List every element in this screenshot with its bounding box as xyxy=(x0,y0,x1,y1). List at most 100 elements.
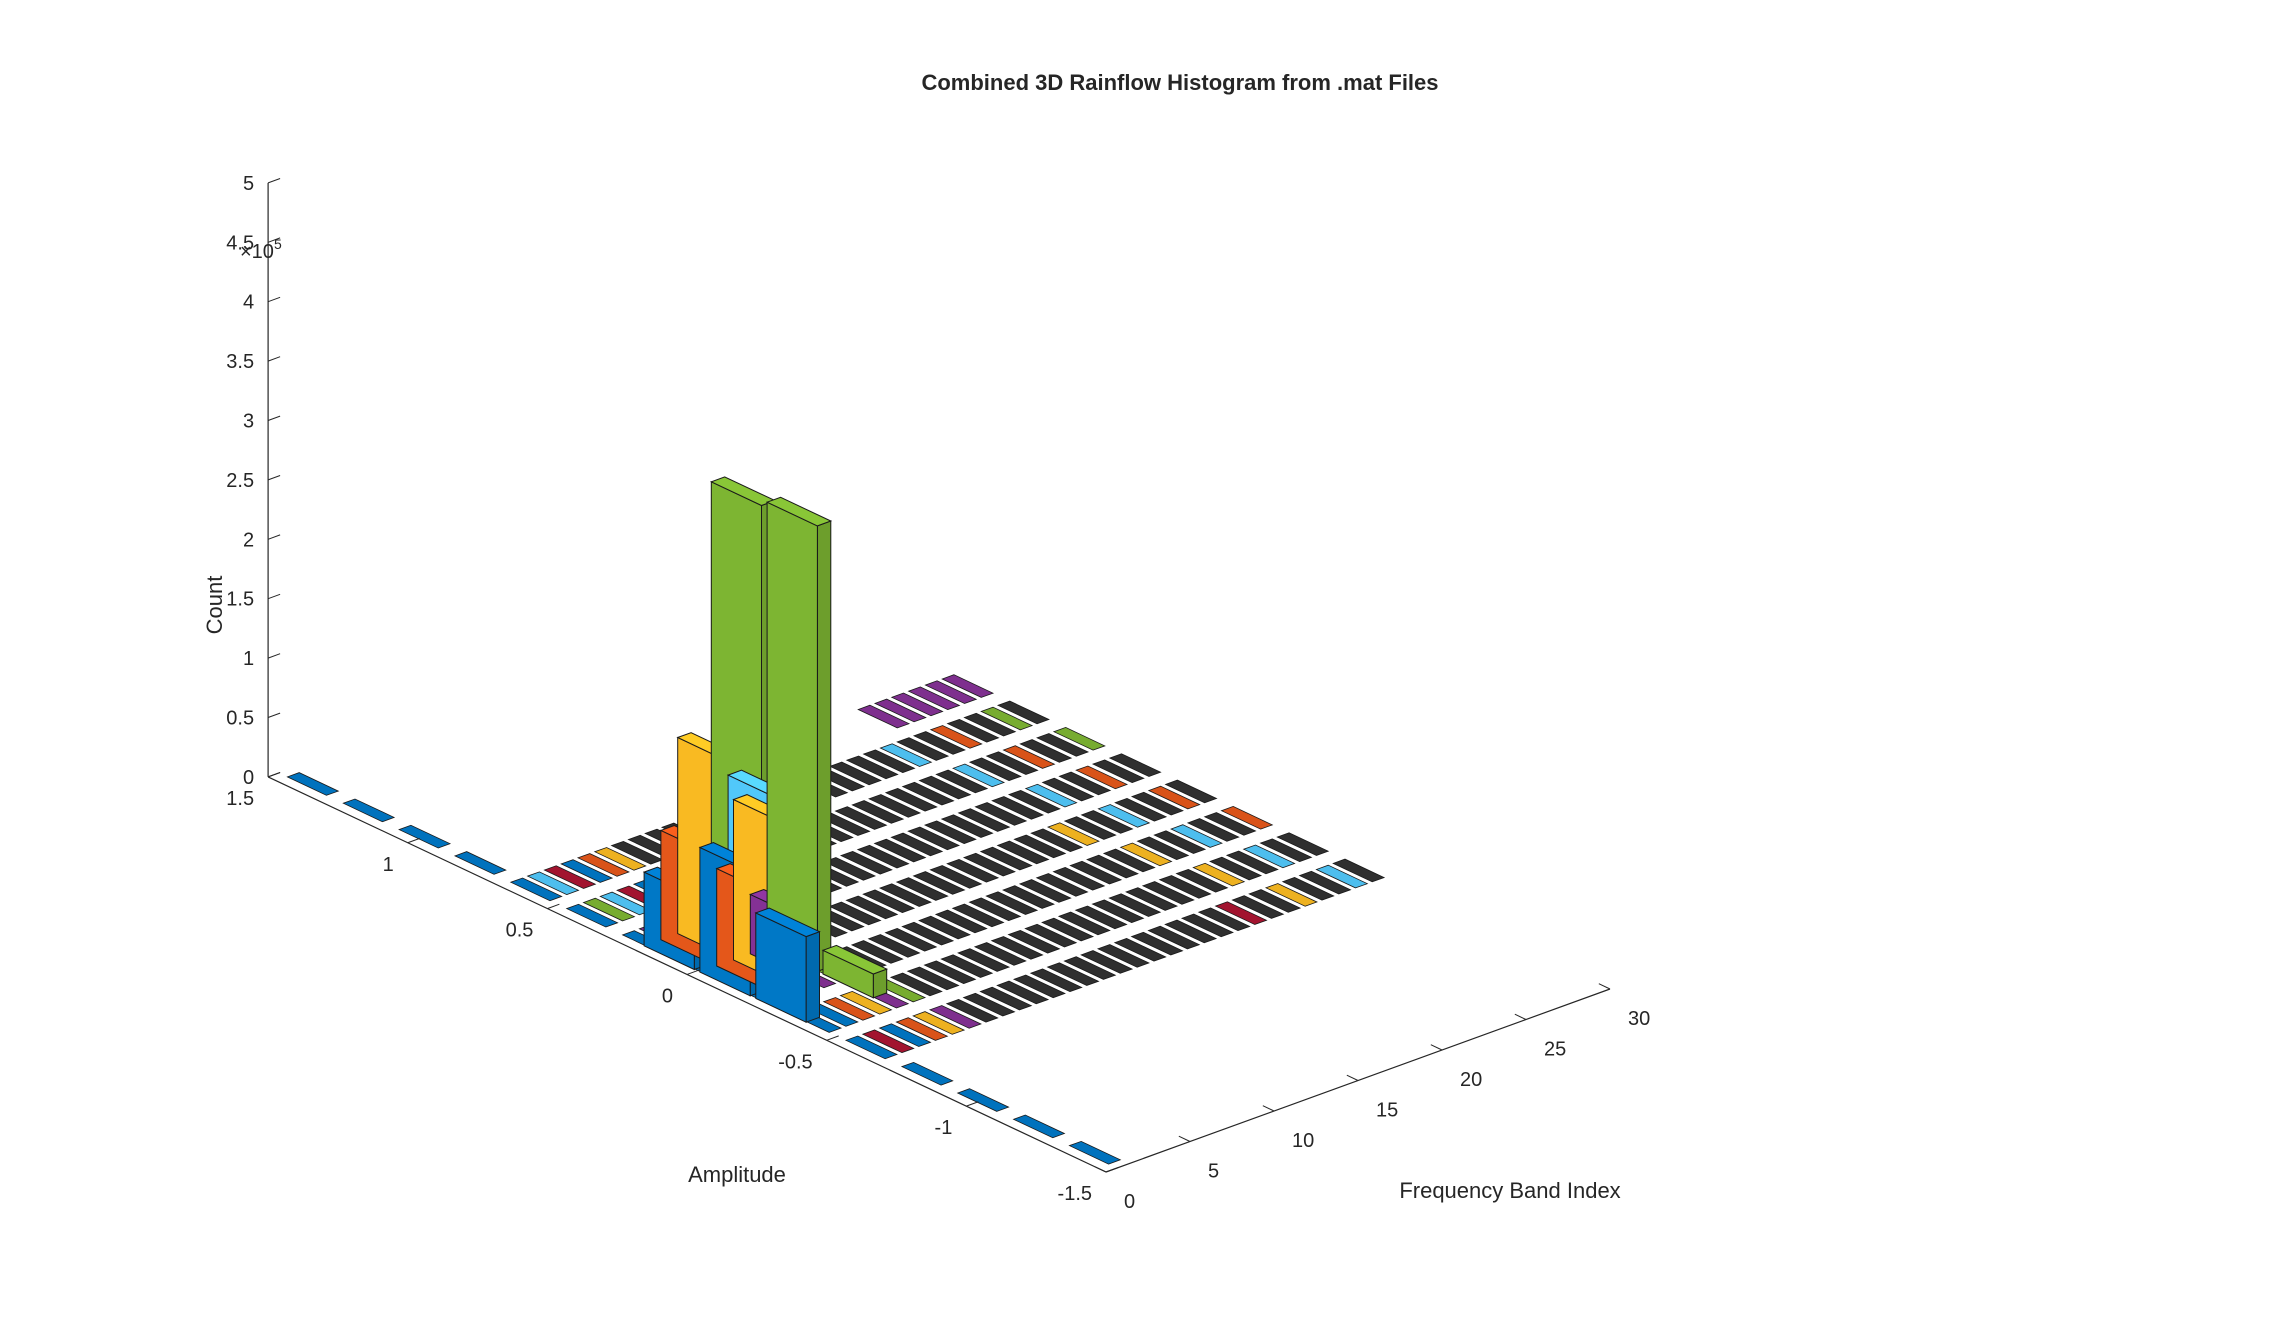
y-tick-label: 1.5 xyxy=(226,788,254,810)
floor-cell xyxy=(1063,956,1117,980)
floor-cell xyxy=(851,800,905,824)
floor-cell xyxy=(543,865,597,889)
z-axis-label: Count xyxy=(202,576,227,635)
floor-cell xyxy=(1164,919,1218,944)
floor-cell xyxy=(1332,858,1386,883)
floor-cell xyxy=(1170,824,1223,848)
floor-cell xyxy=(1036,733,1090,757)
floor-cell xyxy=(1259,838,1313,863)
z-tick-label: 3 xyxy=(243,411,254,433)
floor-cell xyxy=(1264,883,1318,907)
floor-cell xyxy=(1147,925,1201,950)
floor-cell xyxy=(873,838,927,863)
floor-cell xyxy=(940,954,994,978)
x-tick-label: 5 xyxy=(1208,1161,1219,1183)
x-tick-mark xyxy=(1094,1166,1107,1173)
floor-cell xyxy=(1052,726,1106,751)
floor-cell xyxy=(957,948,1011,972)
floor-cell xyxy=(946,858,1000,883)
z-tick-mark xyxy=(267,178,281,184)
floor-cell xyxy=(896,737,950,761)
z-exponent-label: ×105 xyxy=(240,236,282,263)
floor-cell xyxy=(895,877,949,901)
floor-cell xyxy=(884,927,938,952)
floor-cell xyxy=(945,998,999,1023)
z-tick-label: 5 xyxy=(243,173,254,195)
floor-cell xyxy=(912,1011,966,1035)
floor-cell xyxy=(845,755,899,780)
floor-cell xyxy=(906,966,960,991)
x-tick-label: 20 xyxy=(1460,1069,1482,1091)
floor-cell xyxy=(1046,962,1100,986)
y-tick-mark xyxy=(1105,1167,1119,1173)
floor-cell xyxy=(901,921,955,946)
floor-cell xyxy=(834,806,888,830)
bar-front-face xyxy=(805,930,820,1023)
floor-cell xyxy=(946,718,1000,743)
z-tick-label: 2.5 xyxy=(226,470,254,492)
x-tick-label: 30 xyxy=(1628,1008,1650,1030)
floor-cell xyxy=(857,704,911,729)
floor-cell xyxy=(1080,950,1134,974)
floor-cell xyxy=(1096,944,1150,968)
floor-cell xyxy=(963,712,1017,737)
floor-cell xyxy=(962,852,1016,877)
z-tick-mark xyxy=(267,475,281,481)
floor-cell xyxy=(1052,866,1106,891)
floor-cell xyxy=(951,903,1005,928)
floor-cell xyxy=(1030,828,1084,853)
floor-cell xyxy=(1041,777,1095,802)
floor-cell xyxy=(1130,791,1184,816)
floor-cell xyxy=(1035,873,1089,897)
floor-cell xyxy=(996,700,1050,725)
floor-cell xyxy=(856,844,910,869)
floor-cell xyxy=(823,857,877,881)
y-tick-label: -1 xyxy=(935,1117,953,1139)
floor-cell xyxy=(822,997,876,1021)
floor-cell xyxy=(878,1023,932,1047)
floor-cell xyxy=(1086,854,1139,879)
floor-cell xyxy=(1108,893,1162,917)
z-tick-mark xyxy=(267,772,281,778)
bar-top-face xyxy=(754,907,821,938)
z-tick-mark xyxy=(267,415,281,421)
bar-top-face xyxy=(821,944,888,975)
x-tick-mark xyxy=(1514,1013,1527,1020)
x-tick-label: 25 xyxy=(1544,1039,1566,1061)
floor-cell xyxy=(861,1029,915,1054)
bar-front-face xyxy=(816,520,832,973)
floor-cell xyxy=(1024,923,1078,948)
floor-cell xyxy=(1147,785,1201,810)
floor-cell xyxy=(979,986,1033,1011)
x-tick-label: 10 xyxy=(1292,1130,1314,1152)
floor-cell xyxy=(839,990,893,1015)
floor-cell xyxy=(828,901,882,926)
floor-cell xyxy=(962,992,1016,1017)
z-tick-mark xyxy=(267,237,281,243)
floor-cell xyxy=(979,846,1033,871)
z-tick-mark xyxy=(267,534,281,540)
y-tick-mark xyxy=(686,969,700,975)
floor-cell xyxy=(873,698,927,723)
y-tick-label: -0.5 xyxy=(778,1051,812,1073)
floor-cell xyxy=(990,936,1044,960)
bar xyxy=(765,496,833,973)
x-axis-label: Frequency Band Index xyxy=(1399,1178,1620,1203)
z-tick-label: 1 xyxy=(243,648,254,670)
floor-cell xyxy=(1012,974,1066,999)
floor-cell xyxy=(968,757,1022,782)
floor-cell xyxy=(1113,937,1167,962)
z-tick-label: 2 xyxy=(243,529,254,551)
floor-cell xyxy=(398,824,452,849)
floor-cell xyxy=(1231,895,1285,919)
floor-cell xyxy=(901,781,955,806)
floor-cell xyxy=(582,897,636,922)
floor-cell xyxy=(1074,905,1128,930)
floor-cell xyxy=(1242,844,1296,869)
floor-cell xyxy=(839,850,893,875)
floor-cell xyxy=(1013,834,1067,859)
floor-cell xyxy=(850,940,904,964)
floor-cell xyxy=(996,980,1050,1005)
